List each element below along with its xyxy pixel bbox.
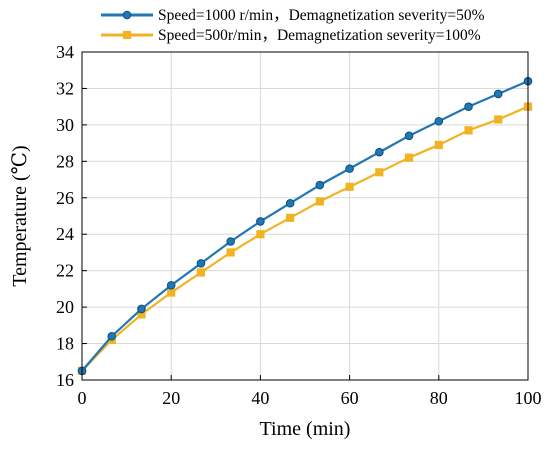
data-point	[256, 217, 265, 226]
series-line	[81, 105, 529, 372]
data-point	[404, 153, 414, 162]
data-point	[345, 182, 354, 191]
data-point	[137, 304, 146, 314]
x-tick-label: 0	[78, 388, 87, 408]
y-tick-label: 34	[56, 42, 74, 62]
data-point	[226, 248, 235, 257]
data-point	[404, 131, 414, 141]
legend-marker	[122, 10, 132, 20]
y-tick-label: 18	[56, 334, 74, 354]
axis-ticks: 0 20 40 60 80 100 16 18 20 22 24 26 28 30 32 34	[56, 42, 542, 408]
legend-item-1: Speed=1000 r/min，Demagnetization severit…	[101, 7, 485, 24]
data-point	[166, 280, 176, 290]
y-tick-label: 16	[56, 370, 74, 390]
x-tick-label: 40	[251, 388, 269, 408]
legend-marker	[122, 30, 132, 40]
data-point	[375, 147, 384, 157]
data-point	[107, 331, 117, 341]
data-point	[196, 259, 206, 268]
legend: Speed=1000 r/min，Demagnetization severit…	[101, 7, 485, 44]
y-tick-label: 26	[56, 188, 74, 208]
y-tick-label: 28	[56, 151, 74, 171]
y-tick-label: 20	[56, 297, 74, 317]
y-tick-label: 22	[56, 261, 74, 281]
data-point	[167, 288, 176, 297]
x-tick-label: 20	[162, 388, 180, 408]
data-point	[315, 197, 324, 206]
data-point	[226, 237, 235, 246]
data-point	[285, 198, 295, 208]
series-1	[77, 76, 533, 376]
legend-item-2: Speed=500r/min，Demagnetization severity=…	[101, 27, 481, 44]
y-axis-label: Temperature (℃)	[9, 145, 31, 286]
data-point	[464, 126, 473, 135]
legend-label: Speed=500r/min，Demagnetization severity=…	[158, 27, 481, 44]
data-point	[494, 115, 503, 124]
y-tick-label: 30	[56, 115, 74, 135]
plot-frame	[81, 51, 529, 381]
series-layer	[77, 76, 533, 376]
data-point	[315, 180, 325, 190]
data-point	[464, 102, 473, 111]
legend-label: Speed=1000 r/min，Demagnetization severit…	[158, 7, 485, 24]
data-point	[493, 89, 503, 99]
y-tick-label: 32	[56, 78, 74, 98]
x-tick-label: 80	[430, 388, 448, 408]
x-axis-label: Time (min)	[260, 418, 351, 440]
x-tick-label: 60	[341, 388, 359, 408]
series-line	[81, 80, 529, 372]
data-point	[256, 230, 265, 239]
x-tick-label: 100	[515, 388, 542, 408]
data-point	[286, 213, 295, 222]
data-point	[345, 164, 354, 173]
data-point	[434, 116, 444, 126]
grid-lines	[82, 52, 528, 380]
data-point	[434, 140, 443, 150]
y-tick-label: 24	[56, 224, 74, 244]
data-point	[375, 168, 384, 177]
data-point	[196, 268, 206, 277]
